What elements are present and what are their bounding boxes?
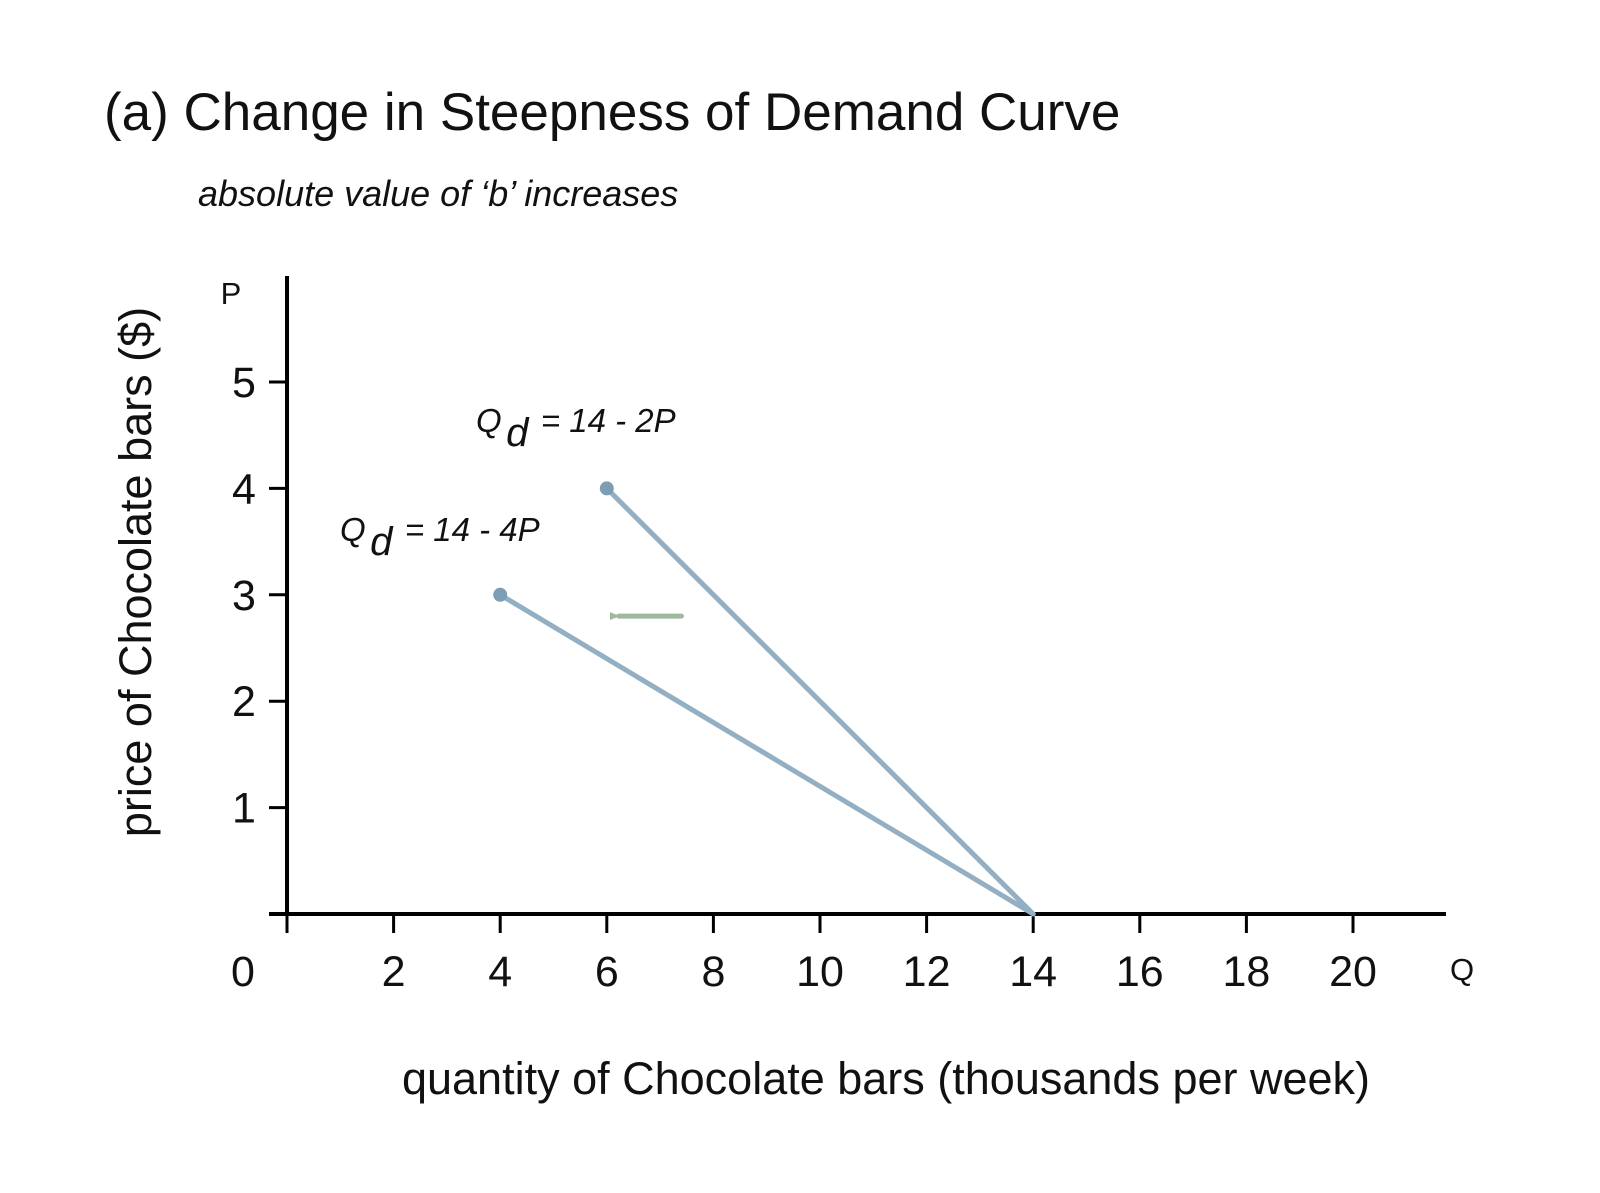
x-axis-name: Q	[1450, 952, 1474, 987]
svg-text:Q d = 14 - 4P: Q d = 14 - 4P	[340, 511, 540, 564]
x-tick-label: 8	[701, 948, 725, 996]
y-tick-label: 2	[232, 678, 256, 726]
x-tick-label: 20	[1329, 948, 1377, 996]
y-tick-label: 1	[232, 785, 256, 833]
label-a-q: Q	[476, 402, 502, 439]
y-tick-label: 4	[232, 465, 256, 513]
x-tick-label: 16	[1116, 948, 1164, 996]
x-tick-label: 2	[382, 948, 406, 996]
chart-subtitle: absolute value of ‘b’ increases	[198, 173, 678, 214]
x-tick-label: 6	[595, 948, 619, 996]
label-b-rest: = 14 - 4P	[405, 511, 540, 548]
demand-curves	[493, 481, 1036, 917]
demand-curve-label-flat: Q d = 14 - 4P	[340, 511, 540, 564]
label-b-q: Q	[340, 511, 366, 548]
y-axis-name: P	[221, 276, 242, 311]
demand-curve-line-0	[604, 485, 1036, 917]
y-tick-label: 3	[232, 572, 256, 620]
x-tick-label: 10	[796, 948, 844, 996]
x-tick-label: 18	[1222, 948, 1270, 996]
chart-title: (a) Change in Steepness of Demand Curve	[104, 83, 1120, 142]
y-axis-ticks: 1 2 3 4 5	[232, 359, 289, 916]
x-axis-ticks: 2 4 6 8 10 12 14 16 18 20	[285, 912, 1377, 996]
x-tick-label: 12	[903, 948, 951, 996]
y-tick-label: 5	[232, 359, 256, 407]
demand-curve-endpoint-0	[599, 481, 614, 496]
x-tick-label: 14	[1009, 948, 1057, 996]
label-a-sub: d	[506, 411, 530, 455]
demand-curve-label-steep: Q d = 14 - 2P	[476, 402, 676, 455]
x-axis-label: quantity of Chocolate bars (thousands pe…	[402, 1053, 1370, 1104]
y-axis-label: price of Chocolate bars ($)	[110, 307, 161, 837]
x-tick-label: 4	[488, 948, 512, 996]
label-a-rest: = 14 - 2P	[541, 402, 676, 439]
label-b-sub: d	[370, 520, 394, 564]
origin-label: 0	[231, 948, 255, 996]
demand-curve-endpoint-1	[493, 587, 508, 602]
svg-text:Q d = 14 - 2P: Q d = 14 - 2P	[476, 402, 676, 455]
demand-curve-line-1	[497, 592, 1036, 917]
